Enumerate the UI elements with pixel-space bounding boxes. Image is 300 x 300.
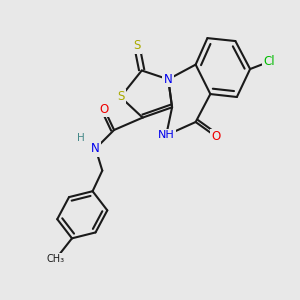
Text: O: O bbox=[212, 130, 221, 143]
Text: Cl: Cl bbox=[263, 55, 275, 68]
Text: NH: NH bbox=[158, 130, 175, 140]
Text: S: S bbox=[133, 39, 140, 52]
Text: S: S bbox=[117, 91, 124, 103]
Text: H: H bbox=[77, 133, 85, 143]
Text: O: O bbox=[100, 103, 109, 116]
Text: N: N bbox=[164, 73, 172, 86]
Text: N: N bbox=[91, 142, 100, 155]
Text: CH₃: CH₃ bbox=[47, 254, 65, 264]
